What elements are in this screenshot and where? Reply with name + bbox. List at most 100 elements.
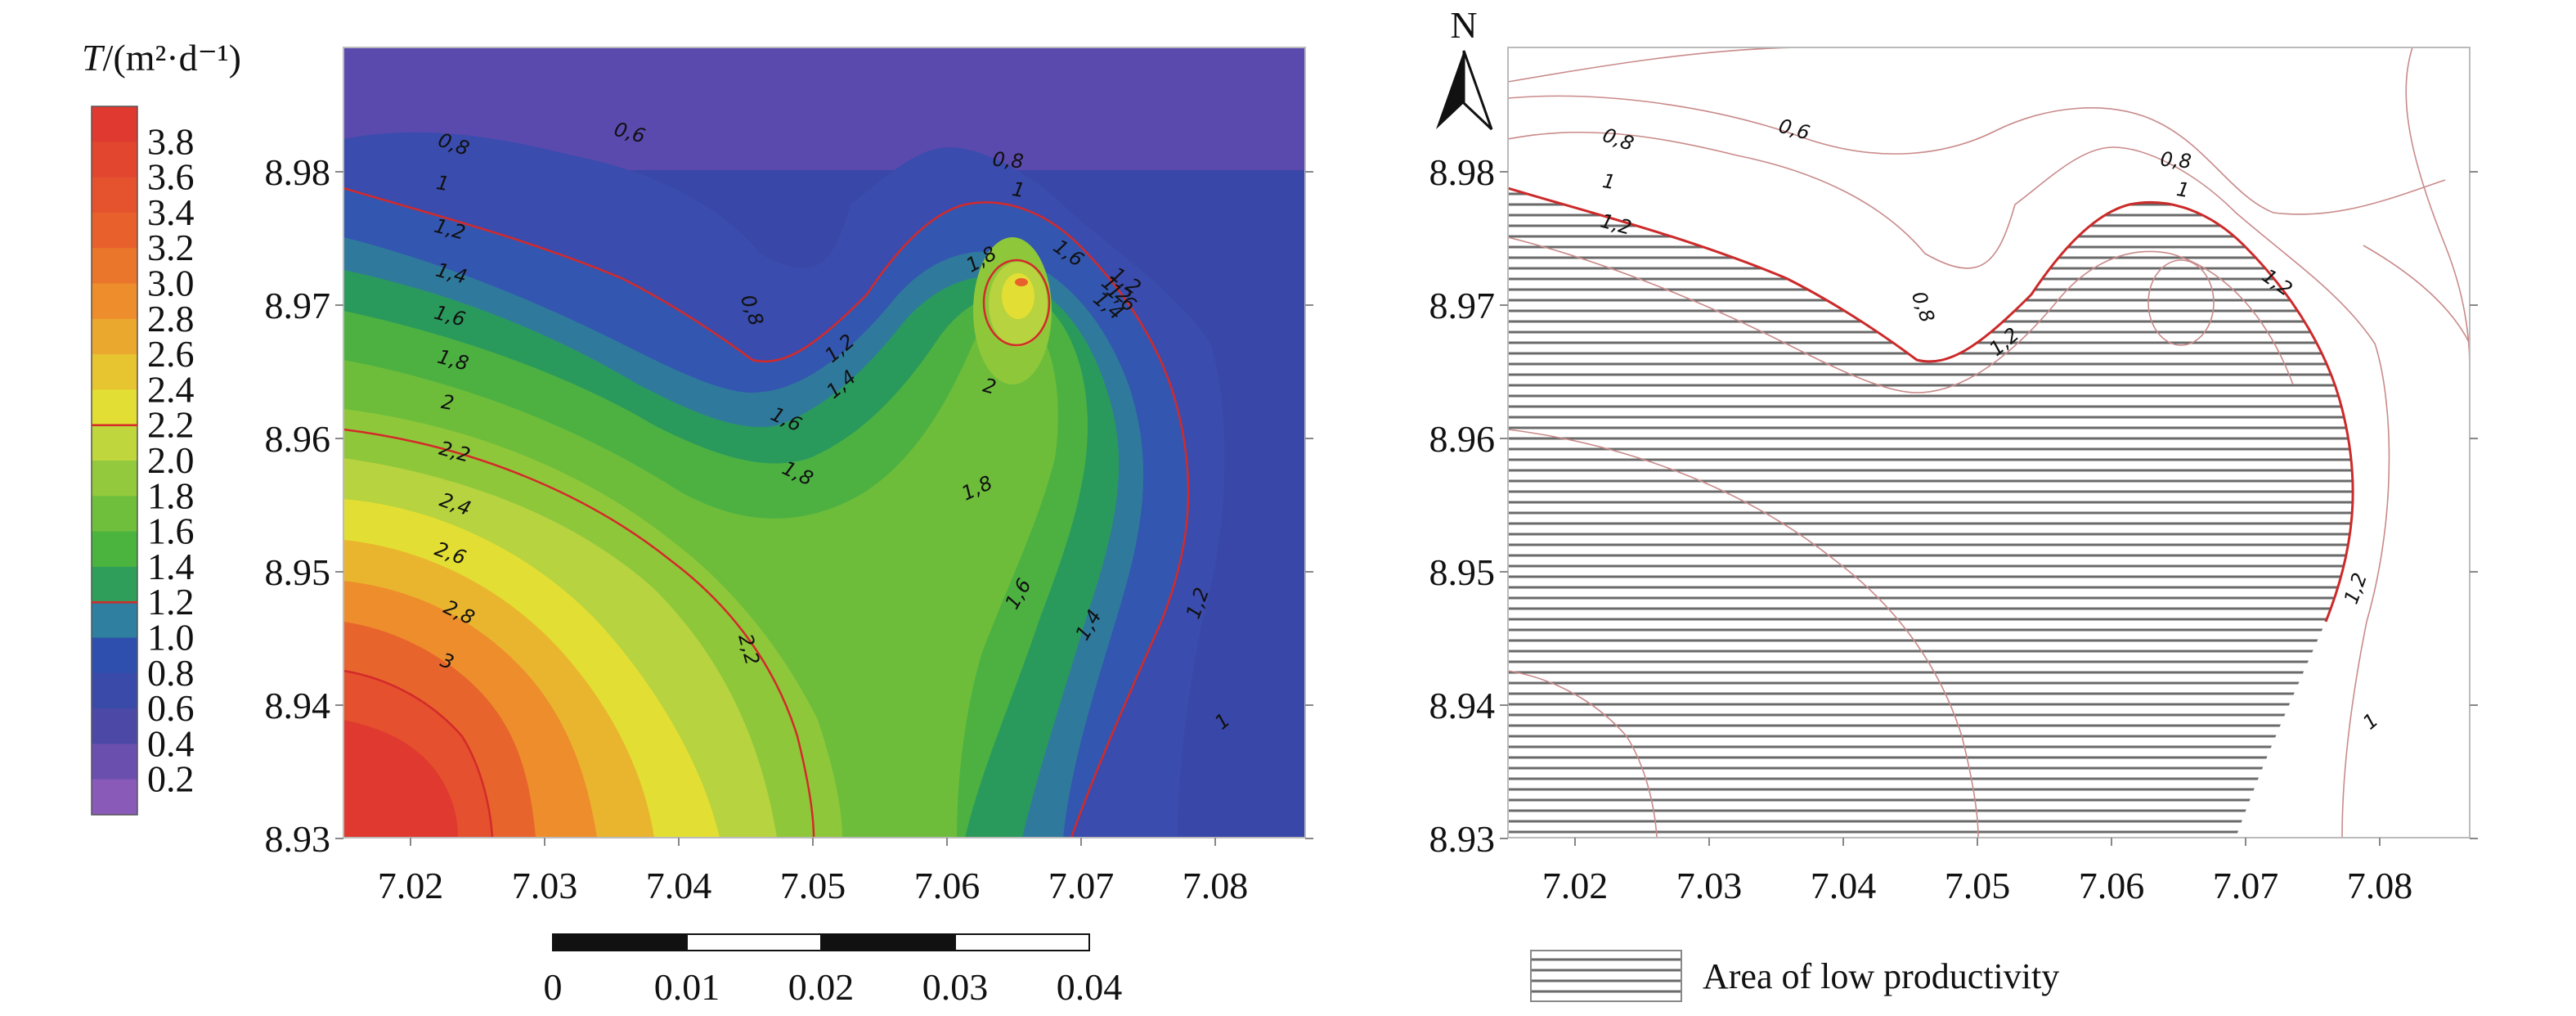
y-tick-label: 8.96	[1429, 418, 1496, 460]
x-tick-label: 7.07	[2213, 865, 2279, 906]
colorbar-tick-label: 3.0	[147, 263, 195, 304]
contour-label: 2	[439, 390, 456, 415]
x-tick-label: 7.02	[378, 865, 444, 906]
x-tick-label: 7.08	[2347, 865, 2413, 906]
colorbar-tick-label: 1.2	[147, 581, 195, 623]
low-productivity-area	[1508, 188, 2354, 838]
x-tick-label: 7.06	[914, 865, 981, 906]
north-arrow: N	[1436, 4, 1493, 131]
colorbar-swatch	[92, 637, 137, 674]
scale-segment-1	[553, 934, 687, 951]
contour-label: 1	[1600, 169, 1617, 194]
scale-bar-label: 0.04	[1057, 966, 1123, 1008]
colorbar-swatch	[92, 248, 137, 284]
right-map: 0,8 0,611,20,80,811,21,21,21 7.02 7.03 7.04…	[1429, 47, 2478, 906]
left-map: 0,8 0,60,8111,21,41,61,822,22,42,62,830,8…	[265, 47, 1313, 906]
colorbar-swatch	[92, 708, 137, 744]
scale-segment-2	[686, 933, 822, 951]
colorbar-swatch	[92, 531, 137, 568]
y-tick-label: 8.98	[265, 151, 331, 193]
x-tick-label: 7.03	[512, 865, 578, 906]
x-tick-label: 7.04	[646, 865, 712, 906]
colorbar-tick-label: 3.2	[147, 227, 195, 268]
colorbar-swatch	[92, 142, 137, 178]
scale-bar-label: 0	[544, 966, 563, 1008]
colorbar-title: T/(m²·d⁻¹)	[82, 37, 241, 79]
left-map-fill	[343, 47, 1305, 838]
legend: Area of low productivity	[1530, 950, 2059, 1002]
colorbar-tick-label: 3.8	[147, 120, 195, 162]
colorbar-tick-label: 2.4	[147, 368, 195, 410]
y-tick-label: 8.97	[1429, 285, 1496, 326]
x-tick-label: 7.03	[1676, 865, 1743, 906]
colorbar-tick-label: 0.6	[147, 687, 195, 729]
colorbar-swatch	[92, 177, 137, 214]
y-tick-label: 8.96	[265, 418, 331, 460]
colorbar-tick-label: 0.4	[147, 722, 195, 764]
y-tick-label: 8.93	[265, 818, 331, 860]
left-axis-ticks: 7.02 7.03 7.04 7.05 7.06 7.07 7.08 8.98 8.97 8.96…	[265, 151, 1313, 906]
colorbar-tick-label: 2.0	[147, 439, 195, 481]
scale-segment-4	[954, 933, 1090, 951]
contour-label: 2	[981, 374, 999, 399]
scale-segment-3	[821, 934, 955, 951]
colorbar-tick-label: 2.8	[147, 298, 195, 339]
colorbar-tick-label: 3.4	[147, 191, 195, 233]
contour-label: 1	[434, 171, 451, 196]
colorbar: T/(m²·d⁻¹) 3.83.63.43.23.02.82.62.42.22.…	[82, 37, 241, 816]
colorbar-title-units: /(m²·d⁻¹)	[103, 37, 241, 79]
colorbar-swatch	[92, 779, 137, 816]
x-tick-label: 7.05	[1945, 865, 2011, 906]
x-tick-label: 7.05	[780, 865, 846, 906]
colorbar-swatch	[92, 461, 137, 497]
colorbar-tick-label: 0.8	[147, 652, 195, 694]
x-tick-label: 7.02	[1542, 865, 1609, 906]
colorbar-swatch	[92, 106, 137, 142]
contour-label: 1	[1010, 178, 1026, 202]
y-tick-label: 8.94	[1429, 685, 1496, 726]
colorbar-tick-label: 3.6	[147, 156, 195, 198]
scale-bar-label: 0.02	[788, 966, 855, 1008]
north-label: N	[1450, 4, 1477, 46]
colorbar-swatch	[92, 389, 137, 426]
contour-label: 1	[2174, 178, 2191, 202]
y-tick-label: 8.94	[265, 685, 331, 726]
x-tick-label: 7.04	[1811, 865, 1877, 906]
colorbar-ticks: 3.83.63.43.23.02.82.62.42.22.01.81.61.41…	[147, 120, 195, 799]
colorbar-tick-label: 0.2	[147, 758, 195, 800]
colorbar-tick-label: 1.8	[147, 474, 195, 516]
colorbar-tick-label: 1.4	[147, 546, 195, 587]
scale-bar-label: 0.01	[654, 966, 720, 1008]
north-arrow-right-half	[1462, 50, 1493, 131]
colorbar-tick-label: 2.2	[147, 404, 195, 446]
colorbar-swatch	[92, 212, 137, 249]
colorbar-tick-label: 2.6	[147, 333, 195, 375]
x-tick-label: 7.07	[1048, 865, 1115, 906]
contour-label: 0,8	[991, 147, 1024, 173]
y-tick-label: 8.93	[1429, 818, 1496, 860]
legend-hatch-swatch	[1530, 950, 1682, 1002]
right-map-frame	[1507, 47, 2471, 838]
colorbar-swatch	[92, 744, 137, 780]
x-tick-label: 7.08	[1183, 865, 1249, 906]
contour-label: 0,8	[2159, 147, 2192, 173]
colorbar-swatch	[92, 283, 137, 320]
colorbar-swatch	[92, 496, 137, 533]
y-tick-label: 8.98	[1429, 151, 1496, 193]
colorbar-tick-label: 1.6	[147, 510, 195, 552]
scale-bar-label: 0.03	[922, 966, 989, 1008]
colorbar-swatch	[92, 672, 137, 709]
colorbar-swatches	[91, 106, 138, 816]
y-tick-label: 8.95	[1429, 551, 1496, 593]
legend-label: Area of low productivity	[1703, 956, 2059, 996]
colorbar-swatch	[92, 318, 137, 355]
right-axis-ticks: 7.02 7.03 7.04 7.05 7.06 7.07 7.08 8.98 8.97 8.96…	[1429, 151, 2478, 906]
y-tick-label: 8.95	[265, 551, 331, 593]
scale-bar: 0 0.01 0.02 0.03 0.04	[544, 933, 1123, 1008]
colorbar-tick-label: 1.0	[147, 617, 195, 659]
y-tick-label: 8.97	[265, 285, 331, 326]
colorbar-title-symbol: T	[82, 37, 105, 79]
colorbar-swatch	[92, 602, 137, 638]
